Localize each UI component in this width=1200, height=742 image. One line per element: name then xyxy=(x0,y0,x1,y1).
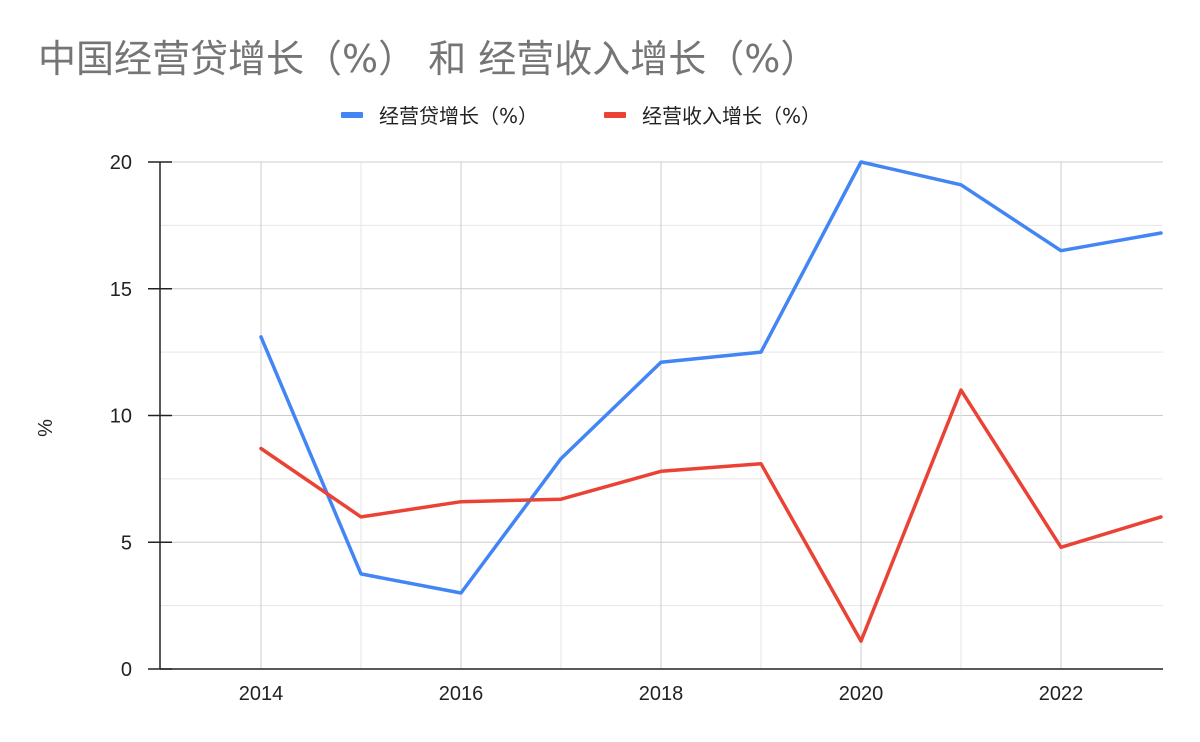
gridlines xyxy=(160,161,1163,669)
legend-label-loan-growth: 经营贷增长（%） xyxy=(379,104,539,128)
axes xyxy=(148,161,1163,670)
x-tick-label: 2020 xyxy=(839,683,884,705)
series-lines xyxy=(259,160,1163,643)
chart-title: 中国经营贷增长（%） 和 经营收入增长（%） xyxy=(38,37,819,81)
y-tick-label: 5 xyxy=(121,532,132,554)
y-axis-label: % xyxy=(35,419,57,437)
legend: 经营贷增长（%） 经营收入增长（%） xyxy=(0,100,1200,130)
x-tick-label: 2022 xyxy=(1039,683,1084,705)
y-tick-label: 0 xyxy=(121,659,132,681)
legend-label-revenue-growth: 经营收入增长（%） xyxy=(642,104,822,128)
tick-labels: 0 5 10 15 20 2014 2016 2018 2020 2022 xyxy=(110,152,1084,705)
y-tick-label: 20 xyxy=(110,152,132,174)
legend-item-revenue-growth[interactable]: 经营收入增长（%） xyxy=(604,100,821,129)
series-line-revenue-growth xyxy=(259,388,1163,643)
legend-swatch-loan-growth xyxy=(341,111,363,118)
y-tick-label: 10 xyxy=(110,406,132,428)
x-tick-label: 2014 xyxy=(239,683,284,705)
legend-item-loan-growth[interactable]: 经营贷增长（%） xyxy=(341,100,538,129)
x-tick-label: 2016 xyxy=(439,683,484,705)
y-tick-label: 15 xyxy=(110,279,132,301)
series-line-loan-growth xyxy=(259,160,1163,595)
legend-swatch-revenue-growth xyxy=(604,111,626,118)
x-tick-label: 2018 xyxy=(639,683,684,705)
